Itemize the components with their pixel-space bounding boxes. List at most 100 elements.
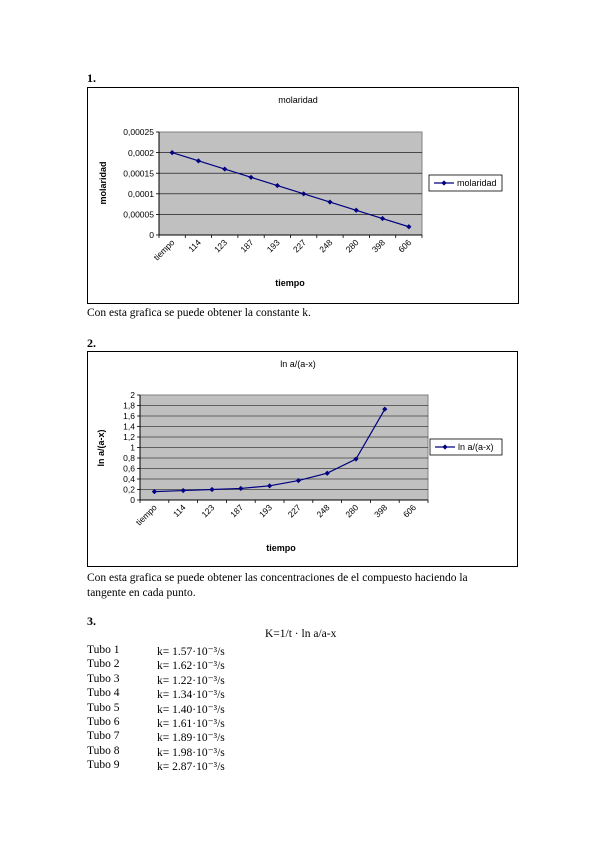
tubo-label: Tubo 4	[87, 687, 120, 700]
y-tick-label: 1,4	[123, 422, 135, 432]
x-axis-label: tiempo	[266, 543, 296, 553]
k-table-row: Tubo 5 k= 1.40·10⁻³/s	[87, 702, 387, 716]
legend-marker	[441, 180, 447, 186]
x-tick-label: tiempo	[151, 237, 176, 262]
y-tick-label: 1	[130, 443, 135, 453]
y-tick-label: 0	[149, 230, 154, 240]
section-3-number: 3.	[87, 614, 96, 628]
k-table-row: Tubo 2 k= 1.62·10⁻³/s	[87, 658, 387, 672]
k-table-row: Tubo 3 k= 1.22·10⁻³/s	[87, 673, 387, 687]
plot-area	[158, 131, 423, 236]
chart-1-frame: 0 0,00005 0,0001 0,00015 0,0002 0,00025 tiempo…	[87, 87, 519, 304]
k-value: k= 1.40·10⁻³/s	[157, 703, 225, 716]
y-tick-label: 0,6	[123, 464, 135, 474]
y-tick-label: 0,00025	[123, 127, 154, 137]
legend-marker	[442, 444, 448, 450]
x-tick-label: 187	[228, 502, 245, 519]
legend-label: ln a/(a-x)	[458, 442, 494, 452]
series-line	[171, 152, 410, 228]
tubo-label: Tubo 7	[87, 730, 120, 743]
data-point	[406, 224, 412, 230]
x-tick-label: 114	[186, 237, 203, 254]
legend-box	[429, 438, 503, 456]
y-tick-label: 0,00005	[123, 210, 154, 220]
k-value: k= 1.89·10⁻³/s	[157, 732, 225, 745]
data-point	[379, 215, 386, 222]
chart-title: ln a/(a-x)	[280, 359, 316, 369]
k-table-row: Tubo 6 k= 1.61·10⁻³/s	[87, 716, 387, 730]
k-value: k= 1.62·10⁻³/s	[157, 660, 225, 673]
x-tick-label: 193	[257, 502, 274, 519]
x-tick-label: 248	[317, 237, 334, 254]
k-value: k= 1.61·10⁻³/s	[157, 718, 225, 730]
tubo-label: Tubo 2	[87, 658, 120, 671]
y-tick-label: 0	[130, 495, 135, 505]
y-tick-label: 0,0001	[128, 189, 154, 199]
k-value: k= 2.87·10⁻³/s	[157, 761, 225, 774]
y-tick-label: 0,00015	[123, 168, 154, 178]
x-tick-label: 227	[291, 237, 308, 254]
data-point	[327, 199, 333, 205]
y-tick-label: 1,8	[123, 401, 135, 411]
k-table-row: Tubo 4 k= 1.34·10⁻³/s	[87, 687, 387, 701]
x-tick-label: 280	[343, 502, 360, 519]
legend-label: molaridad	[457, 178, 497, 188]
x-axis-label: tiempo	[275, 278, 305, 288]
tubo-label: Tubo 5	[87, 701, 120, 714]
x-tick-label: tiempo	[134, 502, 159, 527]
k-value: k= 1.22·10⁻³/s	[157, 674, 225, 687]
x-tick-label: 123	[212, 237, 229, 254]
chart-title: molaridad	[278, 95, 318, 105]
data-point	[169, 150, 175, 156]
k-value: k= 1.57·10⁻³/s	[157, 646, 225, 658]
tubo-label: Tubo 8	[87, 744, 120, 757]
tubo-label: Tubo 3	[87, 672, 120, 685]
data-point	[195, 158, 202, 164]
data-point	[180, 487, 186, 494]
y-tick-label: 2	[130, 390, 135, 400]
y-tick-label: 0,0002	[128, 148, 154, 158]
x-tick-label: 193	[265, 237, 282, 254]
chart-2: 00,20,40,60,811,21,41,61,82 tiempo 114 123 1…	[96, 359, 503, 553]
x-tick-label: 227	[286, 502, 303, 519]
k-table-row: Tubo 1 k= 1.57·10⁻³/s	[87, 644, 387, 658]
section-2-number: 2.	[87, 336, 96, 350]
x-tick-label: 398	[372, 502, 389, 519]
x-tick-label: 187	[238, 237, 255, 254]
y-axis-label: ln a/(a-x)	[96, 429, 106, 466]
data-point	[353, 456, 359, 462]
section-1-caption: Con esta grafica se puede obtener la con…	[87, 307, 311, 319]
k-value: k= 1.98·10⁻³/s	[157, 746, 225, 759]
x-tick-label: 398	[370, 237, 387, 254]
tubo-label: Tubo 6	[87, 716, 120, 728]
data-point	[238, 485, 244, 492]
tubo-label: Tubo 9	[87, 759, 120, 772]
k-value: k= 1.34·10⁻³/s	[157, 689, 225, 702]
y-axis-label: molaridad	[98, 161, 108, 204]
chart-1: 0 0,00005 0,0001 0,00015 0,0002 0,00025 tiempo…	[98, 95, 503, 288]
x-tick-label: 280	[344, 237, 361, 254]
y-tick-label: 0,2	[123, 485, 135, 495]
x-tick-label: 123	[199, 502, 216, 519]
section-2-caption-line-2: tangente en cada punto.	[87, 587, 196, 599]
rate-formula: K=1/t · ln a/a-x	[265, 628, 337, 640]
y-tick-label: 1,6	[123, 411, 135, 421]
x-tick-label: 248	[315, 502, 332, 519]
data-point	[353, 207, 359, 213]
tubo-label: Tubo 1	[87, 644, 120, 656]
data-point	[209, 486, 215, 493]
y-tick-label: 0,4	[123, 474, 135, 484]
section-2-caption-line-1: Con esta grafica se puede obtener las co…	[87, 572, 468, 584]
section-1-number: 1.	[87, 71, 96, 85]
k-table-row: Tubo 9 k= 2.87·10⁻³/s	[87, 759, 387, 773]
y-tick-label: 1,2	[123, 432, 135, 442]
data-point	[248, 174, 254, 180]
x-tick-label: 606	[396, 237, 413, 254]
x-tick-label: 606	[401, 502, 418, 519]
x-tick-label: 114	[171, 502, 188, 519]
chart-2-frame: 0 0,2 0,4 0,6 0,8 1 1,2 1,4 1,6 1,8 2 tiempo 114 123 1…	[87, 351, 518, 567]
k-table-row: Tubo 7 k= 1.89·10⁻³/s	[87, 730, 387, 744]
y-tick-label: 0,8	[123, 453, 135, 463]
legend-box	[428, 174, 503, 192]
k-table-row: Tubo 8 k= 1.98·10⁻³/s	[87, 745, 387, 759]
